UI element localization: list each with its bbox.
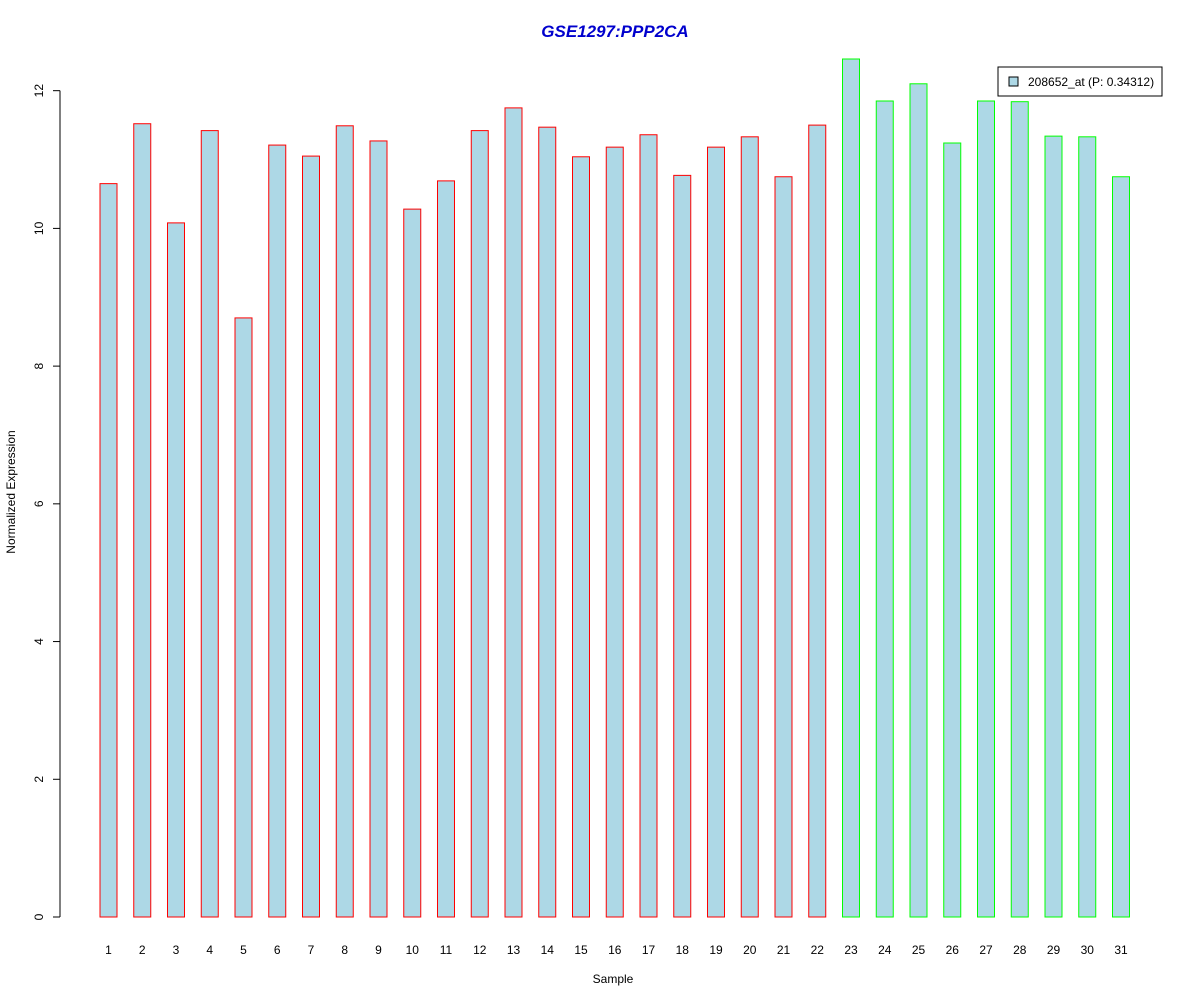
x-tick-label: 8: [341, 943, 348, 957]
y-axis: 0 2 4 6 8 10 12: [32, 84, 61, 920]
bar: [673, 174, 692, 918]
x-tick-label: 15: [574, 943, 588, 957]
x-tick-labels: 1 2 3 4 5 6 7 8 9 10 11 12 13 14 15 16 17 18 19 20 21 22 23 24 2…: [105, 943, 1128, 957]
chart-title: GSE1297:PPP2CA: [541, 22, 688, 41]
legend-swatch: [1008, 76, 1019, 87]
x-tick-label: 12: [473, 943, 487, 957]
bar: [808, 124, 827, 918]
bar: [875, 100, 894, 918]
bar: [774, 176, 793, 918]
bar: [335, 125, 354, 918]
bar: [740, 136, 759, 918]
x-tick-label: 20: [743, 943, 757, 957]
x-tick-label: 14: [541, 943, 555, 957]
x-tick-label: 9: [375, 943, 382, 957]
x-tick-label: 4: [206, 943, 213, 957]
legend: 208652_at (P: 0.34312): [997, 66, 1163, 97]
x-tick-label: 6: [274, 943, 281, 957]
bar: [268, 144, 287, 918]
x-tick-label: 2: [139, 943, 146, 957]
x-tick-label: 21: [777, 943, 791, 957]
y-tick-label: 0: [32, 913, 46, 920]
x-tick-label: 7: [308, 943, 315, 957]
y-axis-label: Normalized Expression: [4, 430, 18, 553]
bar: [167, 222, 185, 918]
legend-label: 208652_at (P: 0.34312): [1028, 75, 1154, 89]
x-tick-label: 5: [240, 943, 247, 957]
y-tick-label: 10: [32, 221, 46, 235]
bar: [1078, 136, 1097, 918]
y-tick-label: 2: [32, 776, 46, 783]
x-tick-label: 13: [507, 943, 521, 957]
bar: [1010, 101, 1029, 918]
x-tick-label: 10: [406, 943, 420, 957]
bar: [977, 100, 995, 918]
bar: [302, 155, 320, 918]
x-tick-label: 18: [676, 943, 690, 957]
bar: [605, 146, 624, 918]
y-tick-label: 8: [32, 362, 46, 369]
bar: [369, 140, 388, 918]
y-tick-label: 12: [32, 84, 46, 98]
bar: [572, 156, 590, 918]
bar: [470, 130, 489, 918]
bar: [504, 107, 523, 918]
bar: [99, 183, 118, 918]
bar: [403, 208, 422, 918]
x-tick-label: 28: [1013, 943, 1027, 957]
legend-box: [997, 66, 1163, 97]
x-tick-label: 23: [844, 943, 858, 957]
x-axis-label: Sample: [593, 972, 634, 986]
bars-group: [99, 58, 1130, 918]
bar: [234, 317, 253, 918]
x-tick-label: 19: [709, 943, 723, 957]
x-tick-label: 31: [1114, 943, 1128, 957]
x-tick-label: 3: [173, 943, 180, 957]
bar: [639, 134, 658, 918]
bar: [842, 58, 860, 918]
x-tick-label: 25: [912, 943, 926, 957]
x-tick-label: 16: [608, 943, 622, 957]
x-tick-label: 17: [642, 943, 656, 957]
x-tick-label: 29: [1047, 943, 1061, 957]
bar: [437, 180, 455, 918]
bar: [133, 123, 152, 918]
x-tick-label: 27: [979, 943, 993, 957]
bar: [1044, 135, 1063, 918]
bar: [200, 130, 219, 918]
bar: [538, 126, 557, 918]
bar: [707, 146, 725, 918]
y-tick-label: 4: [32, 638, 46, 645]
bar: [909, 83, 928, 918]
x-tick-label: 11: [440, 943, 453, 957]
x-tick-label: 26: [946, 943, 960, 957]
x-tick-label: 30: [1081, 943, 1095, 957]
y-tick-label: 6: [32, 500, 46, 507]
bar: [943, 142, 962, 918]
x-tick-label: 1: [105, 943, 112, 957]
bar: [1112, 176, 1130, 918]
x-tick-label: 22: [811, 943, 825, 957]
x-tick-label: 24: [878, 943, 892, 957]
